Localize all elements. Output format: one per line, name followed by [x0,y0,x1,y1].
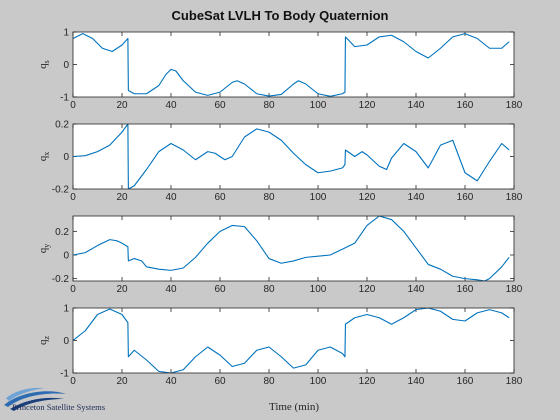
y-axis-label-base: q [37,63,49,69]
x-tick-label: 160 [457,376,474,387]
y-tick-label: 0 [63,60,69,71]
x-tick-label: 20 [116,284,128,295]
subplot-3-background [73,216,514,281]
series-line-2-1 [73,124,510,189]
x-tick-label: 40 [165,376,177,387]
x-tick-label: 20 [116,376,128,387]
x-tick-label: 0 [70,100,76,111]
x-tick-label: 40 [165,284,177,295]
x-tick-label: 60 [214,284,226,295]
logo-text: Princeton Satellite Systems [12,402,105,412]
y-tick-label: 1 [63,28,69,39]
x-tick-label: 180 [506,192,523,203]
x-tick-label: 60 [214,192,226,203]
x-tick-label: 120 [359,284,376,295]
subplot-3-frame [72,215,515,282]
subplot-4-background [73,308,514,373]
x-tick-label: 180 [506,284,523,295]
x-tick-label: 140 [408,284,425,295]
y-axis-label-base: q [37,339,49,345]
y-tick-label: 0 [63,152,69,163]
x-tick-label: 0 [70,376,76,387]
logo-swoosh-icon [4,387,66,411]
y-axis-label-3: qy [37,244,51,254]
subplot-2-frame [72,123,515,190]
y-tick-label: 1 [63,304,69,315]
y-tick-label: 0 [63,251,69,262]
y-axis-label-subscript: x [42,152,51,156]
x-tick-label: 80 [263,376,275,387]
x-tick-label: 120 [359,192,376,203]
company-logo: Princeton Satellite Systems [4,387,105,412]
x-tick-label: 140 [408,376,425,387]
series-line-1-1 [73,33,510,97]
x-tick-label: 60 [214,376,226,387]
subplot-1-frame [72,31,515,98]
x-tick-label: 140 [408,192,425,203]
x-tick-label: 100 [310,284,327,295]
x-tick-label: 160 [457,192,474,203]
x-tick-label: 0 [70,284,76,295]
y-axis-label-subscript: y [42,244,51,248]
x-axis-label: Time (min) [269,401,319,413]
subplot-2: 0 20 40 60 80 100 120 140 160 180-0.200.2qx [37,120,523,204]
x-tick-label: 100 [310,100,327,111]
chart-title: CubeSat LVLH To Body Quaternion [172,8,389,23]
y-axis-label-subscript: s [42,60,51,63]
x-tick-label: 80 [263,100,275,111]
x-tick-label: 20 [116,192,128,203]
y-axis-label-2: qx [37,152,51,162]
y-axis-label-subscript: z [42,336,51,340]
x-tick-label: 140 [408,100,425,111]
y-tick-label: -0.2 [52,185,70,196]
x-tick-label: 100 [310,376,327,387]
y-tick-label: 0.2 [55,120,69,131]
series-line-4-1 [73,308,510,373]
subplot-2-background [73,124,514,189]
y-tick-label: -1 [60,369,69,380]
x-tick-label: 100 [310,192,327,203]
x-tick-label: 180 [506,100,523,111]
x-tick-label: 40 [165,100,177,111]
x-tick-label: 160 [457,284,474,295]
y-axis-label-4: qz [37,336,51,346]
subplot-1-background [73,32,514,97]
x-tick-label: 180 [506,376,523,387]
y-tick-label: 0 [63,336,69,347]
x-tick-label: 0 [70,192,76,203]
series-line-3-1 [73,216,510,281]
x-tick-label: 60 [214,100,226,111]
subplot-3: 0 20 40 60 80 100 120 140 160 180-0.200.2qy [37,215,523,295]
x-tick-label: 160 [457,100,474,111]
x-tick-label: 20 [116,100,128,111]
y-axis-label-1: qs [37,60,51,69]
x-tick-label: 40 [165,192,177,203]
subplot-4-frame [72,307,515,374]
y-axis-label-base: q [37,247,49,253]
x-tick-label: 120 [359,100,376,111]
y-axis-label-base: q [37,155,49,161]
x-tick-label: 80 [263,284,275,295]
y-tick-label: 0.2 [55,227,69,238]
x-tick-label: 80 [263,192,275,203]
y-tick-label: -0.2 [52,274,70,285]
x-tick-label: 120 [359,376,376,387]
y-tick-label: -1 [60,93,69,104]
